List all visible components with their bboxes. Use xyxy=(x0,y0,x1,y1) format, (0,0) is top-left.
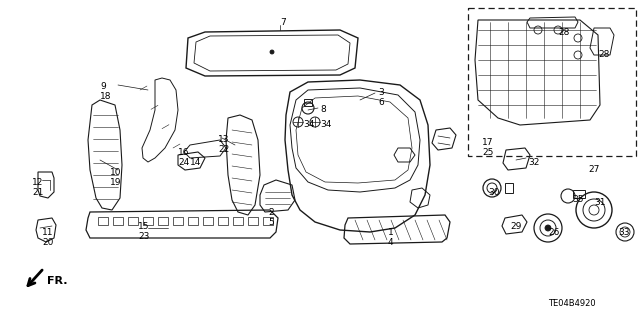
Bar xyxy=(573,190,585,198)
Bar xyxy=(248,217,258,225)
Circle shape xyxy=(545,225,551,231)
Text: 13: 13 xyxy=(218,135,230,144)
Text: 3: 3 xyxy=(378,88,384,97)
Text: 14: 14 xyxy=(190,158,202,167)
Text: 4: 4 xyxy=(388,238,394,247)
Text: 16: 16 xyxy=(178,148,189,157)
Text: 17: 17 xyxy=(482,138,493,147)
Text: 15: 15 xyxy=(138,222,150,231)
Text: 26: 26 xyxy=(548,228,559,237)
Bar xyxy=(98,217,108,225)
Text: 5: 5 xyxy=(268,218,274,227)
Bar xyxy=(143,217,153,225)
Text: 24: 24 xyxy=(178,158,189,167)
Text: 2: 2 xyxy=(268,208,274,217)
Bar xyxy=(173,217,183,225)
Text: 25: 25 xyxy=(482,148,493,157)
Bar xyxy=(203,217,213,225)
Text: 19: 19 xyxy=(110,178,122,187)
Text: 10: 10 xyxy=(110,168,122,177)
Text: 34: 34 xyxy=(320,120,332,129)
Text: 27: 27 xyxy=(588,165,600,174)
Text: 18: 18 xyxy=(100,92,111,101)
Text: 28: 28 xyxy=(598,50,609,59)
Bar xyxy=(218,217,228,225)
Text: TE04B4920: TE04B4920 xyxy=(548,299,596,308)
Text: 12: 12 xyxy=(32,178,44,187)
Text: 11: 11 xyxy=(42,228,54,237)
Bar xyxy=(188,217,198,225)
Text: 8: 8 xyxy=(320,105,326,114)
Text: 9: 9 xyxy=(100,82,106,91)
Text: 35: 35 xyxy=(572,195,584,204)
Text: 6: 6 xyxy=(378,98,384,107)
Circle shape xyxy=(270,50,274,54)
Text: 28: 28 xyxy=(558,28,570,37)
Text: 30: 30 xyxy=(488,188,499,197)
Text: 31: 31 xyxy=(594,198,605,207)
Bar xyxy=(505,183,513,193)
Text: 22: 22 xyxy=(218,145,229,154)
Bar xyxy=(233,217,243,225)
Bar xyxy=(158,217,168,225)
Bar xyxy=(468,8,636,156)
Bar xyxy=(128,217,138,225)
Bar xyxy=(263,217,273,225)
Text: 1: 1 xyxy=(388,228,394,237)
Text: 23: 23 xyxy=(138,232,149,241)
Text: 32: 32 xyxy=(528,158,540,167)
Text: FR.: FR. xyxy=(47,276,67,286)
Bar xyxy=(304,99,312,106)
Text: 20: 20 xyxy=(42,238,53,247)
Text: 29: 29 xyxy=(510,222,522,231)
Text: 33: 33 xyxy=(618,228,630,237)
Text: 34: 34 xyxy=(303,120,314,129)
Bar xyxy=(113,217,123,225)
Text: 21: 21 xyxy=(32,188,44,197)
Text: 7: 7 xyxy=(280,18,285,27)
